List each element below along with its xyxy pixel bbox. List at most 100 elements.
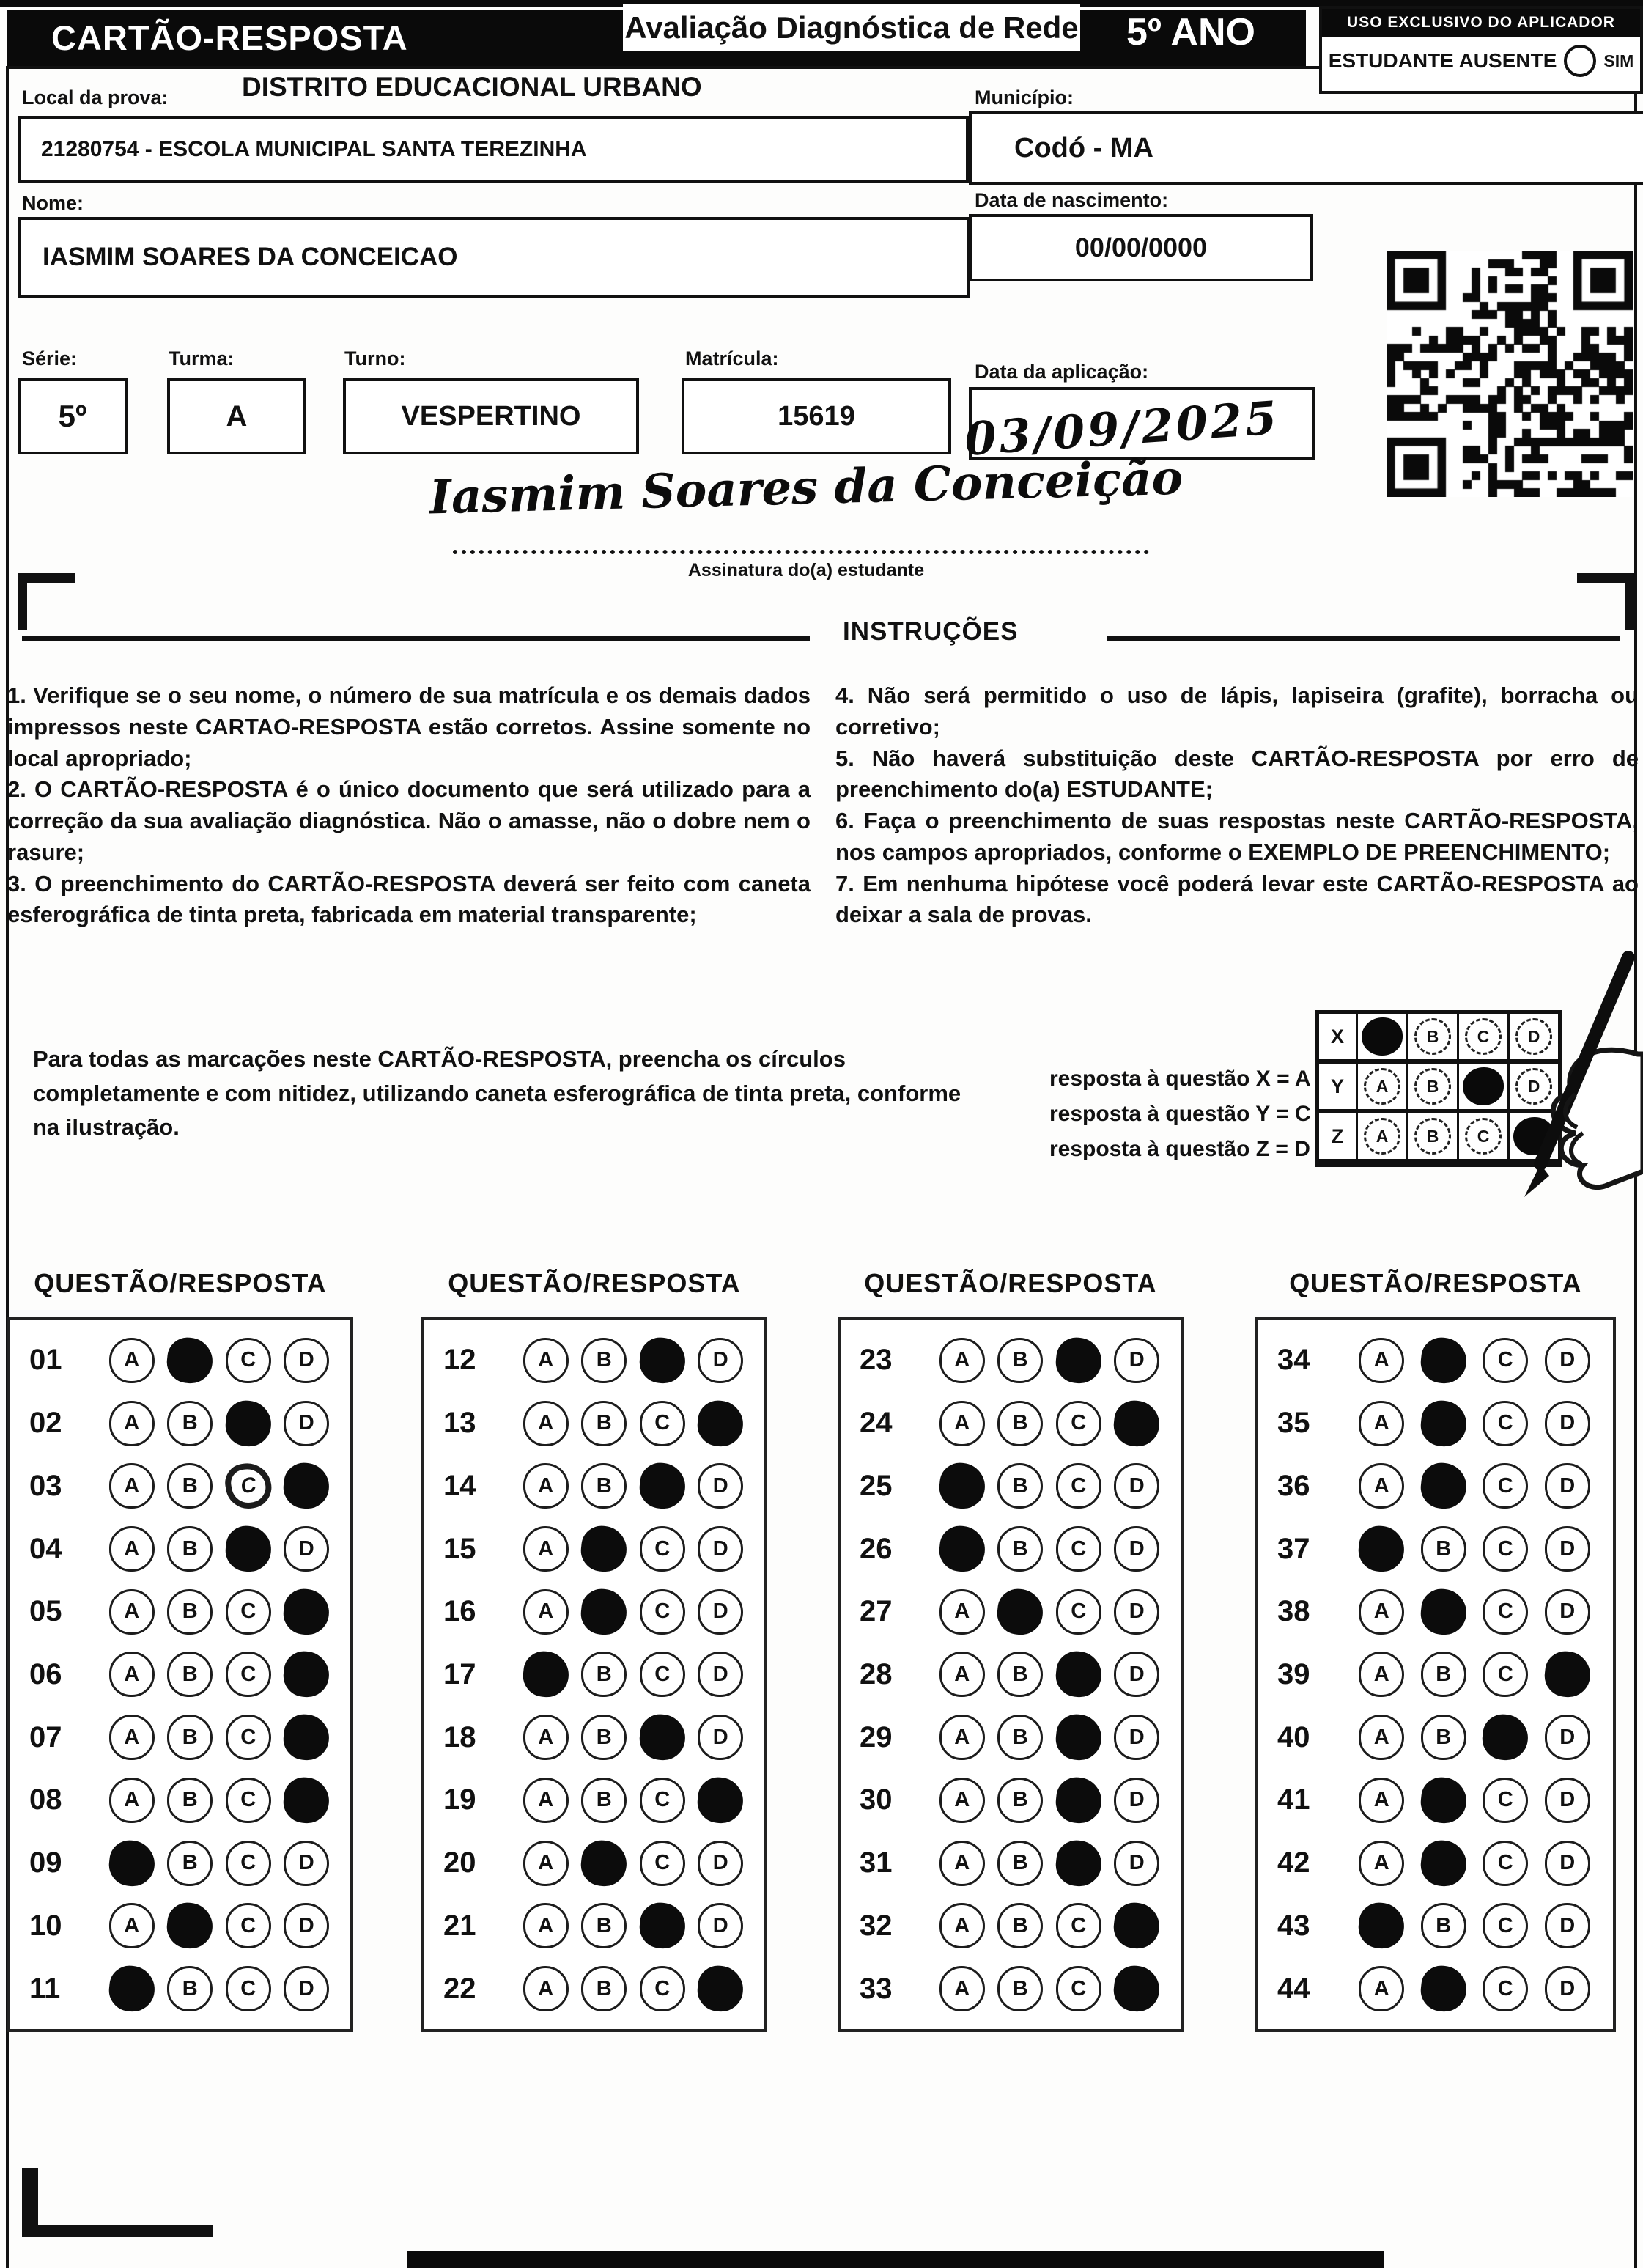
bubble-q05-D[interactable] xyxy=(281,1586,332,1637)
bubble-q21-A[interactable]: A xyxy=(523,1903,569,1949)
bubble-q29-D[interactable]: D xyxy=(1114,1715,1160,1761)
bubble-q34-A[interactable]: A xyxy=(1359,1337,1405,1383)
bubble-q32-C[interactable]: C xyxy=(1055,1903,1101,1949)
bubble-q33-D[interactable] xyxy=(1112,1963,1162,2014)
bubble-q35-C[interactable]: C xyxy=(1483,1400,1529,1446)
bubble-q41-A[interactable]: A xyxy=(1359,1777,1405,1823)
bubble-q01-C[interactable]: C xyxy=(225,1337,271,1383)
bubble-q38-A[interactable]: A xyxy=(1359,1588,1405,1635)
bubble-q31-A[interactable]: A xyxy=(939,1840,985,1886)
bubble-q04-A[interactable]: A xyxy=(108,1526,155,1572)
bubble-q16-B[interactable] xyxy=(579,1586,629,1637)
bubble-q20-B[interactable] xyxy=(579,1838,629,1888)
bubble-q08-A[interactable]: A xyxy=(108,1777,155,1823)
bubble-q14-B[interactable]: B xyxy=(581,1463,627,1509)
bubble-q20-D[interactable]: D xyxy=(698,1840,744,1886)
bubble-q22-B[interactable]: B xyxy=(581,1966,627,2012)
bubble-q25-C[interactable]: C xyxy=(1055,1463,1101,1509)
bubble-q37-B[interactable]: B xyxy=(1420,1526,1466,1572)
bubble-q37-C[interactable]: C xyxy=(1483,1526,1529,1572)
bubble-q13-A[interactable]: A xyxy=(523,1400,569,1446)
bubble-q09-C[interactable]: C xyxy=(225,1840,271,1886)
bubble-q10-D[interactable]: D xyxy=(284,1903,330,1949)
bubble-q02-C[interactable] xyxy=(223,1398,273,1448)
bubble-q35-D[interactable]: D xyxy=(1544,1400,1590,1446)
bubble-q11-D[interactable]: D xyxy=(284,1966,330,2012)
bubble-q21-C[interactable] xyxy=(637,1901,687,1951)
bubble-q29-A[interactable]: A xyxy=(939,1715,985,1761)
bubble-q03-C[interactable]: C xyxy=(221,1459,275,1513)
bubble-q30-C[interactable] xyxy=(1053,1775,1104,1825)
bubble-q27-C[interactable]: C xyxy=(1055,1588,1101,1635)
bubble-q44-C[interactable]: C xyxy=(1483,1966,1529,2012)
bubble-q06-D[interactable] xyxy=(281,1649,332,1700)
bubble-q23-C[interactable] xyxy=(1053,1335,1104,1385)
bubble-q12-B[interactable]: B xyxy=(581,1337,627,1383)
bubble-q38-B[interactable] xyxy=(1418,1586,1469,1637)
bubble-q43-C[interactable]: C xyxy=(1483,1903,1529,1949)
bubble-q44-A[interactable]: A xyxy=(1359,1966,1405,2012)
bubble-q06-B[interactable]: B xyxy=(167,1652,213,1698)
bubble-q04-C[interactable] xyxy=(223,1523,273,1575)
bubble-q12-A[interactable]: A xyxy=(523,1337,569,1383)
absent-option-circle[interactable] xyxy=(1564,45,1597,77)
bubble-q13-B[interactable]: B xyxy=(581,1400,627,1446)
bubble-q28-B[interactable]: B xyxy=(997,1652,1044,1698)
bubble-q25-A[interactable] xyxy=(937,1461,987,1512)
bubble-q01-B[interactable] xyxy=(165,1335,215,1385)
bubble-q14-A[interactable]: A xyxy=(523,1463,569,1509)
bubble-q41-D[interactable]: D xyxy=(1544,1777,1590,1823)
bubble-q32-D[interactable] xyxy=(1112,1901,1162,1951)
bubble-q13-C[interactable]: C xyxy=(639,1400,685,1446)
bubble-q32-A[interactable]: A xyxy=(939,1903,985,1949)
bubble-q39-A[interactable]: A xyxy=(1359,1652,1405,1698)
bubble-q40-A[interactable]: A xyxy=(1359,1715,1405,1761)
bubble-q10-B[interactable] xyxy=(165,1901,215,1951)
bubble-q33-A[interactable]: A xyxy=(939,1966,985,2012)
bubble-q07-A[interactable]: A xyxy=(108,1715,155,1761)
bubble-q27-A[interactable]: A xyxy=(939,1588,985,1635)
bubble-q40-C[interactable] xyxy=(1480,1712,1531,1763)
bubble-q08-C[interactable]: C xyxy=(225,1777,271,1823)
bubble-q04-B[interactable]: B xyxy=(167,1526,213,1572)
bubble-q12-C[interactable] xyxy=(637,1335,687,1385)
bubble-q25-B[interactable]: B xyxy=(997,1463,1044,1509)
bubble-q10-A[interactable]: A xyxy=(108,1903,155,1949)
bubble-q22-C[interactable]: C xyxy=(639,1966,685,2012)
bubble-q32-B[interactable]: B xyxy=(997,1903,1044,1949)
bubble-q44-D[interactable]: D xyxy=(1544,1966,1590,2012)
bubble-q01-A[interactable]: A xyxy=(108,1337,155,1383)
bubble-q07-B[interactable]: B xyxy=(167,1715,213,1761)
bubble-q19-B[interactable]: B xyxy=(581,1777,627,1823)
bubble-q13-D[interactable] xyxy=(695,1398,746,1448)
bubble-q34-B[interactable] xyxy=(1418,1335,1469,1385)
bubble-q41-B[interactable] xyxy=(1418,1775,1469,1825)
bubble-q08-B[interactable]: B xyxy=(167,1777,213,1823)
bubble-q39-C[interactable]: C xyxy=(1483,1652,1529,1698)
bubble-q35-B[interactable] xyxy=(1418,1398,1469,1448)
bubble-q15-C[interactable]: C xyxy=(639,1526,685,1572)
bubble-q39-D[interactable] xyxy=(1542,1649,1592,1700)
bubble-q33-C[interactable]: C xyxy=(1055,1966,1101,2012)
bubble-q17-D[interactable]: D xyxy=(698,1652,744,1698)
bubble-q21-B[interactable]: B xyxy=(581,1903,627,1949)
bubble-q37-D[interactable]: D xyxy=(1544,1526,1590,1572)
bubble-q28-A[interactable]: A xyxy=(939,1652,985,1698)
bubble-q03-D[interactable] xyxy=(281,1461,332,1512)
bubble-q09-A[interactable] xyxy=(106,1838,157,1888)
bubble-q09-D[interactable]: D xyxy=(284,1840,330,1886)
bubble-q42-B[interactable] xyxy=(1418,1838,1469,1888)
bubble-q05-A[interactable]: A xyxy=(108,1588,155,1635)
bubble-q18-A[interactable]: A xyxy=(523,1715,569,1761)
bubble-q17-B[interactable]: B xyxy=(581,1652,627,1698)
bubble-q40-D[interactable]: D xyxy=(1544,1715,1590,1761)
bubble-q20-C[interactable]: C xyxy=(639,1840,685,1886)
bubble-q18-C[interactable] xyxy=(637,1712,687,1763)
bubble-q31-B[interactable]: B xyxy=(997,1840,1044,1886)
bubble-q24-D[interactable] xyxy=(1112,1398,1162,1448)
bubble-q29-B[interactable]: B xyxy=(997,1715,1044,1761)
bubble-q22-A[interactable]: A xyxy=(523,1966,569,2012)
bubble-q30-D[interactable]: D xyxy=(1114,1777,1160,1823)
bubble-q15-A[interactable]: A xyxy=(523,1526,569,1572)
bubble-q04-D[interactable]: D xyxy=(284,1526,330,1572)
